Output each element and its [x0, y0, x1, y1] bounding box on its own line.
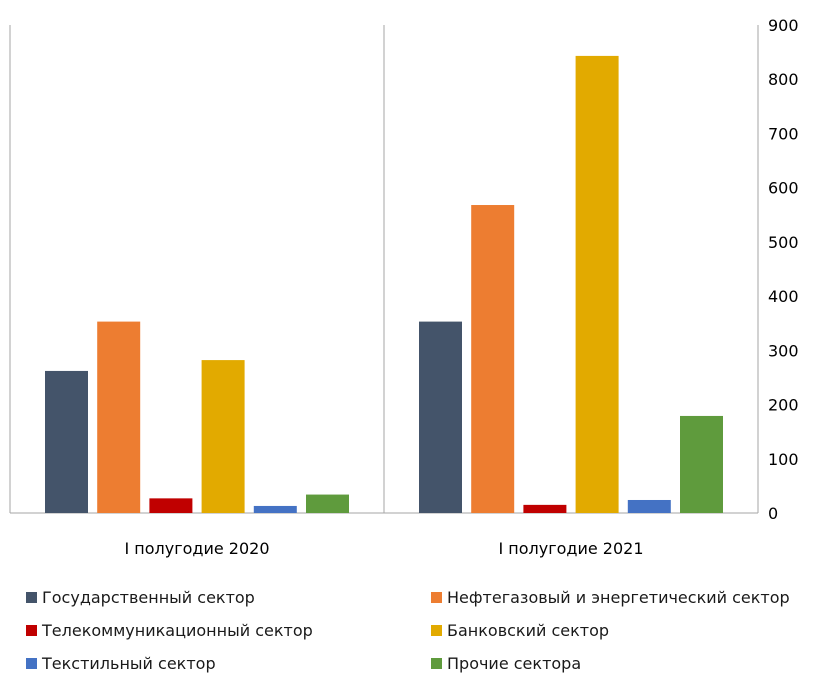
y-tick-label: 200 [768, 396, 799, 415]
y-tick-label: 700 [768, 124, 799, 143]
legend-swatch [26, 658, 37, 669]
legend-item: Прочие сектора [431, 654, 581, 673]
bar [419, 321, 462, 513]
x-tick-label: I полугодие 2021 [498, 539, 643, 558]
bar [680, 415, 723, 513]
y-tick-label: 400 [768, 287, 799, 306]
legend-item: Государственный сектор [26, 588, 255, 607]
legend-label: Текстильный сектор [42, 654, 216, 673]
legend-label: Прочие сектора [447, 654, 582, 673]
bar [306, 494, 349, 513]
bar [201, 360, 245, 513]
legend-swatch [431, 592, 442, 603]
x-axis-labels: I полугодие 2020 I полугодие 2021 [124, 539, 643, 558]
bar-chart: 0 100 200 300 400 500 600 700 800 900 I полугодие… [9, 16, 799, 558]
legend-swatch [431, 658, 442, 669]
legend-label: Банковский сектор [447, 621, 610, 640]
y-tick-label: 500 [768, 233, 799, 252]
legend-swatch [431, 625, 442, 636]
y-tick-label: 300 [768, 341, 799, 360]
legend-swatch [26, 592, 37, 603]
legend-item: Текстильный сектор [26, 654, 216, 673]
x-tick-label: I полугодие 2020 [124, 539, 269, 558]
legend-label: Государственный сектор [42, 588, 255, 607]
y-tick-label: 0 [768, 504, 778, 523]
y-axis-ticks: 0 100 200 300 400 500 600 700 800 900 [768, 16, 799, 523]
y-tick-label: 600 [768, 179, 799, 198]
bar [97, 321, 141, 513]
bar [523, 504, 567, 513]
bar [575, 55, 619, 513]
bar [149, 498, 193, 513]
y-tick-label: 100 [768, 450, 799, 469]
y-tick-label: 900 [768, 16, 799, 35]
legend-item: Телекоммуникационный сектор [26, 621, 313, 640]
legend-label: Телекоммуникационный сектор [42, 621, 313, 640]
legend-item: Банковский сектор [431, 621, 609, 640]
y-tick-label: 800 [768, 70, 799, 89]
legend-label: Нефтегазовый и энергетический сектор [447, 588, 790, 607]
bar [627, 499, 671, 513]
bar [253, 505, 297, 513]
bar [45, 370, 88, 513]
legend-item: Нефтегазовый и энергетический сектор [431, 588, 790, 607]
bar [471, 205, 515, 514]
bars [45, 55, 723, 514]
legend-swatch [26, 625, 37, 636]
legend: Государственный сектор Нефтегазовый и эне… [0, 580, 819, 673]
